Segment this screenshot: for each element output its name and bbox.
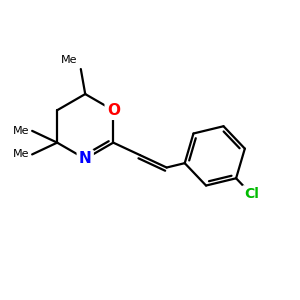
Text: Me: Me <box>13 126 30 136</box>
Text: Cl: Cl <box>244 187 259 201</box>
Text: N: N <box>79 151 92 166</box>
Text: O: O <box>107 103 120 118</box>
Text: Me: Me <box>61 56 77 65</box>
Text: Me: Me <box>13 149 30 159</box>
